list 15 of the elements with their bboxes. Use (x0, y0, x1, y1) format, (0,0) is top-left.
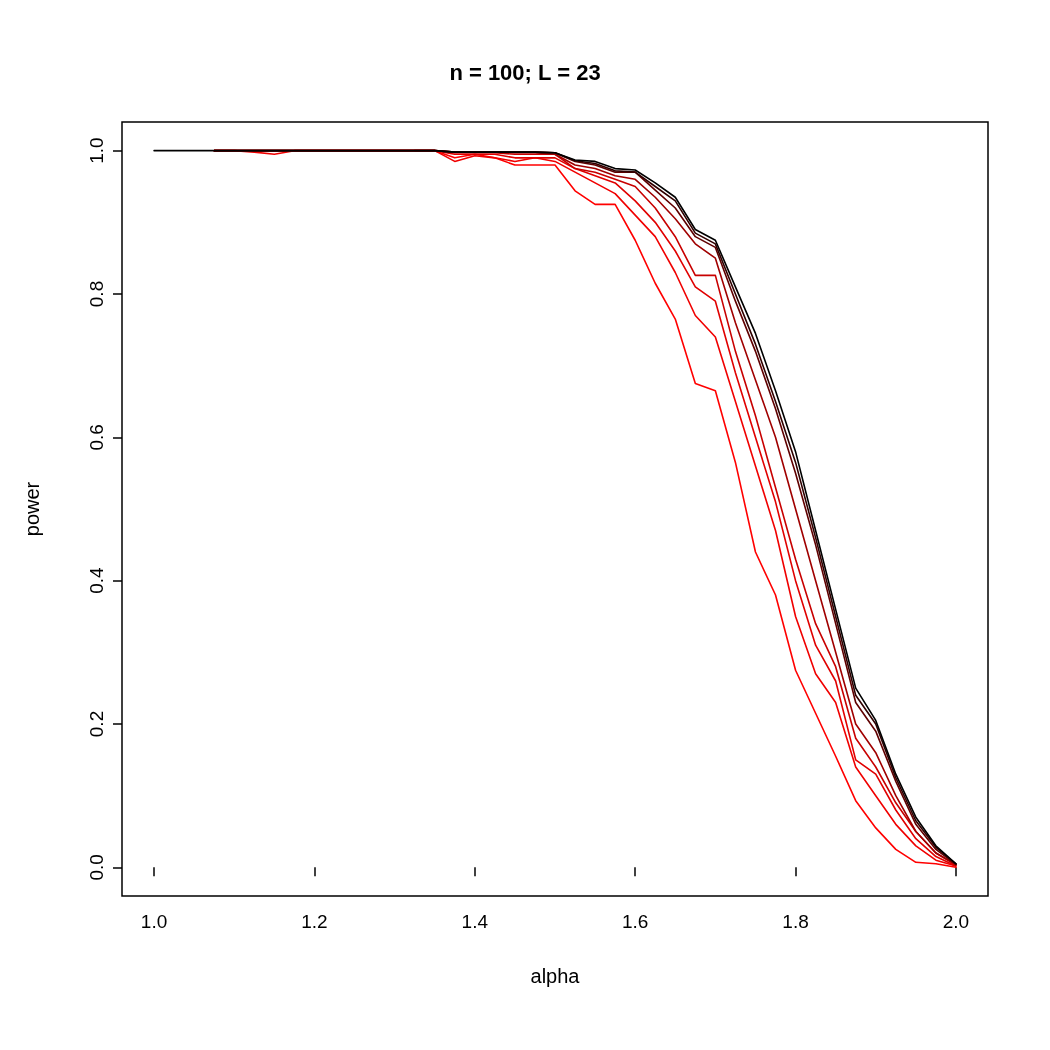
y-axis-title: power (21, 481, 43, 537)
y-tick-label: 0.6 (86, 424, 107, 451)
y-tick-label: 0.0 (86, 854, 107, 881)
x-tick-label: 1.4 (461, 911, 489, 932)
y-tick-label: 0.2 (86, 710, 107, 738)
y-tick-label: 0.4 (86, 567, 107, 594)
x-tick-label: 1.0 (140, 911, 168, 932)
x-tick-label: 1.2 (301, 911, 328, 932)
chart-title: n = 100; L = 23 (449, 59, 601, 85)
x-tick-label: 2.0 (942, 911, 970, 932)
y-tick-label: 0.8 (86, 280, 107, 308)
y-tick-label: 1.0 (86, 137, 107, 164)
x-tick-label: 1.8 (782, 911, 809, 932)
x-tick-label: 1.6 (621, 911, 649, 932)
x-axis-title: alpha (530, 965, 581, 987)
